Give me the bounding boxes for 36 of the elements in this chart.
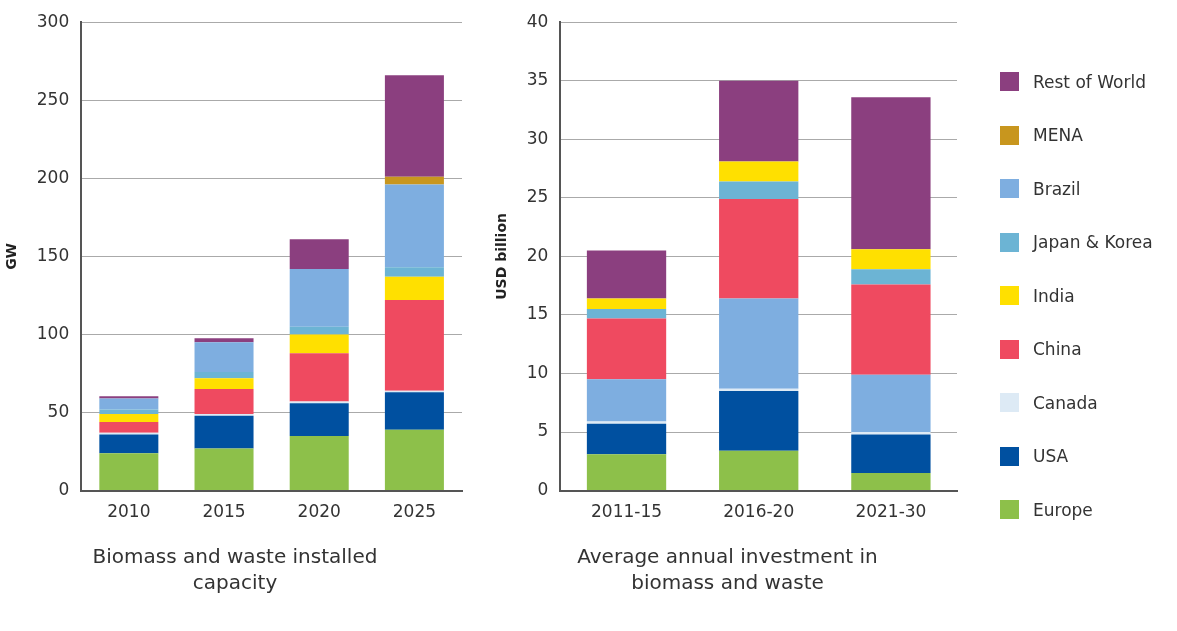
x-axis-title: Biomass and waste installed capacity [91, 543, 379, 595]
legend-label: India [1033, 285, 1075, 306]
legend-label: Canada [1033, 392, 1098, 413]
x-tick-label: 2010 [107, 501, 151, 522]
legend-label: China [1033, 339, 1082, 360]
x-tick-label: 2015 [202, 501, 246, 522]
y-tick-label: 100 [36, 322, 70, 343]
y-tick-label: 300 [36, 10, 70, 31]
legend-label: MENA [1033, 125, 1083, 146]
y-tick-label: 15 [526, 303, 549, 324]
y-axis-title: USD billion [493, 213, 510, 300]
legend-label: Brazil [1033, 178, 1081, 199]
x-tick-label: 2025 [392, 501, 437, 522]
y-tick-label: 25 [526, 186, 549, 207]
y-tick-label: 35 [526, 69, 549, 90]
legend-label: Europe [1033, 499, 1093, 520]
x-axis-title: Average annual investment in biomass and waste [576, 543, 879, 595]
y-tick-label: 150 [36, 244, 70, 265]
y-tick-label: 5 [537, 420, 549, 441]
y-tick-label: 0 [58, 479, 70, 500]
y-tick-label: 40 [526, 10, 549, 31]
legend-label: Rest of World [1033, 71, 1146, 92]
x-tick-label: 2020 [297, 501, 341, 522]
y-tick-label: 20 [526, 244, 549, 265]
y-tick-label: 250 [36, 88, 70, 109]
y-axis-title: GW [3, 242, 20, 270]
x-tick-label: 2021-30 [855, 501, 927, 522]
y-tick-label: 200 [36, 166, 70, 187]
y-tick-label: 0 [537, 479, 549, 500]
legend-label: Japan & Korea [1033, 232, 1153, 253]
y-tick-label: 50 [47, 400, 70, 421]
y-tick-label: 10 [526, 361, 549, 382]
y-tick-label: 30 [526, 127, 549, 148]
x-tick-label: 2011-15 [591, 501, 663, 522]
x-tick-label: 2016-20 [723, 501, 795, 522]
legend-label: USA [1033, 446, 1069, 467]
